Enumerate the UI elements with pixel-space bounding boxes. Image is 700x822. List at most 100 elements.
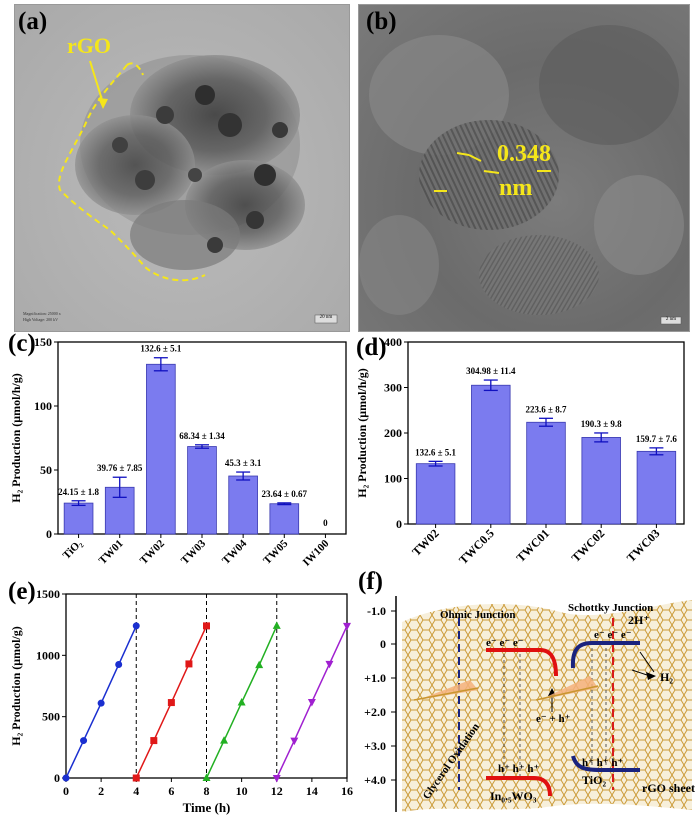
- x-axis-label: Time (h): [183, 800, 231, 815]
- panel-label-e: (e): [8, 578, 36, 605]
- data-label: 132.6 ± 5.1: [140, 344, 181, 354]
- scale-bar-a: 20 nm: [319, 315, 333, 320]
- data-label: 132.6 ± 5.1: [415, 447, 456, 457]
- data-point: [115, 661, 123, 669]
- data-point: [150, 737, 158, 745]
- panel-label-c: (c): [8, 330, 36, 357]
- y-tick-label: 0: [396, 517, 402, 531]
- rgo-annotation: rGO: [67, 33, 111, 58]
- data-point: [325, 660, 334, 669]
- scale-bar-b: 2 nm: [665, 317, 677, 322]
- bar-TWC03: [636, 450, 677, 525]
- y-tick-label: 1500: [36, 587, 60, 601]
- schottky-junction-label: Schottky Junction: [568, 602, 653, 614]
- data-point: [132, 774, 140, 782]
- data-point: [307, 698, 316, 707]
- tio2-label: TiO₂: [582, 773, 606, 787]
- recombination-label: e⁻ + h⁺: [536, 713, 571, 725]
- data-label: 24.15 ± 1.8: [58, 487, 99, 497]
- holes-right: h⁺ h⁺ h⁺: [582, 757, 623, 769]
- bar-TiO₂: [63, 502, 94, 535]
- data-point: [272, 775, 281, 783]
- y-tick-label: 100: [34, 399, 52, 413]
- x-tick-label: 6: [168, 784, 174, 798]
- tem-image-a-drawing: [58, 55, 338, 324]
- in-wo3-cb: [486, 648, 558, 677]
- bar-TW03: [187, 446, 217, 535]
- panel-label-a: (a): [18, 8, 48, 35]
- data-point: [185, 660, 193, 668]
- y-tick-label: 400: [384, 335, 402, 349]
- y-tick-label: 1000: [36, 648, 60, 662]
- axis-tick-f-2: +1.0: [364, 671, 386, 685]
- y-tick-label: 150: [34, 335, 52, 349]
- data-label: 223.6 ± 8.7: [526, 404, 567, 414]
- panel-label-d: (d): [356, 334, 387, 361]
- data-point: [132, 622, 140, 630]
- axis-tick-f-4: +3.0: [364, 739, 386, 753]
- bar-TW05: [269, 503, 300, 535]
- electrons-left: e⁻ e⁻ e⁻: [486, 637, 524, 649]
- electrons-right: e⁻ e⁻ e⁻: [594, 629, 632, 641]
- data-point: [255, 660, 264, 669]
- panel-label-f: (f): [358, 568, 383, 595]
- tio2-cb: [570, 641, 640, 669]
- y-tick-label: 0: [54, 771, 60, 785]
- hrtem-image-b-drawing: [359, 25, 684, 325]
- axis-tick-f-3: +2.0: [364, 705, 386, 719]
- y-axis-label: H₂ Production (μmol/g): [9, 626, 23, 746]
- data-point: [167, 699, 175, 707]
- data-point: [343, 622, 351, 631]
- data-label: 159.7 ± 7.6: [636, 434, 677, 444]
- two-h-plus-label: 2H⁺: [628, 613, 650, 627]
- y-tick-label: 500: [42, 710, 60, 724]
- x-tick-label: 8: [204, 784, 210, 798]
- rgo-sheet-label: rGO sheet: [642, 781, 695, 795]
- data-point: [97, 699, 105, 707]
- x-tick-label: 10: [236, 784, 248, 798]
- data-label: 39.76 ± 7.85: [97, 463, 143, 473]
- lattice-spacing-unit: nm: [499, 175, 533, 201]
- y-tick-label: 200: [384, 426, 402, 440]
- data-point: [237, 698, 246, 706]
- axis-tick-f-5: +4.0: [364, 773, 386, 787]
- data-label: 0: [323, 518, 328, 528]
- y-tick-label: 50: [40, 463, 52, 477]
- bar-TWC01: [526, 421, 566, 525]
- light-ray-2: [540, 676, 598, 700]
- data-label: 190.3 ± 9.8: [581, 419, 622, 429]
- x-tick-label: 0: [63, 784, 69, 798]
- y-axis-label: H₂ Production (μmol/h/g): [355, 368, 369, 498]
- panel-label-b: (b): [366, 8, 397, 35]
- data-point: [202, 773, 211, 781]
- meta-line-a2: High Voltage: 200 kV: [23, 317, 59, 322]
- data-label: 304.98 ± 11.4: [466, 366, 516, 376]
- data-point: [80, 737, 88, 745]
- data-label: 45.3 ± 3.1: [225, 458, 262, 468]
- lattice-spacing-value: 0.348: [497, 141, 551, 167]
- bar-TWC02: [581, 437, 621, 525]
- y-tick-label: 0: [46, 527, 52, 541]
- tem-image-a: rGO 20 nm Magnification: 25000 x High Vo…: [14, 4, 350, 332]
- y-tick-label: 100: [384, 472, 402, 486]
- rgo-sheet: [402, 600, 692, 812]
- y-tick-label: 300: [384, 381, 402, 395]
- meta-line-a1: Magnification: 25000 x: [23, 311, 61, 316]
- light-ray-1: [418, 680, 478, 700]
- data-point: [220, 736, 229, 744]
- in-wo3-vb: [486, 776, 552, 797]
- x-tick-label: 12: [271, 784, 283, 798]
- y-axis-label: H₂ Production (μmol/h/g): [9, 373, 23, 503]
- in-wo3-label: In₀.₅WO₃: [490, 789, 537, 803]
- data-point: [203, 622, 210, 630]
- axis-tick-f-1: 0: [380, 637, 386, 651]
- data-label: 68.34 ± 1.34: [179, 431, 225, 441]
- holes-left: h⁺ h⁺ h⁺: [498, 763, 539, 775]
- data-point: [290, 737, 299, 746]
- tio2-vb: [571, 755, 640, 772]
- data-point: [62, 774, 70, 782]
